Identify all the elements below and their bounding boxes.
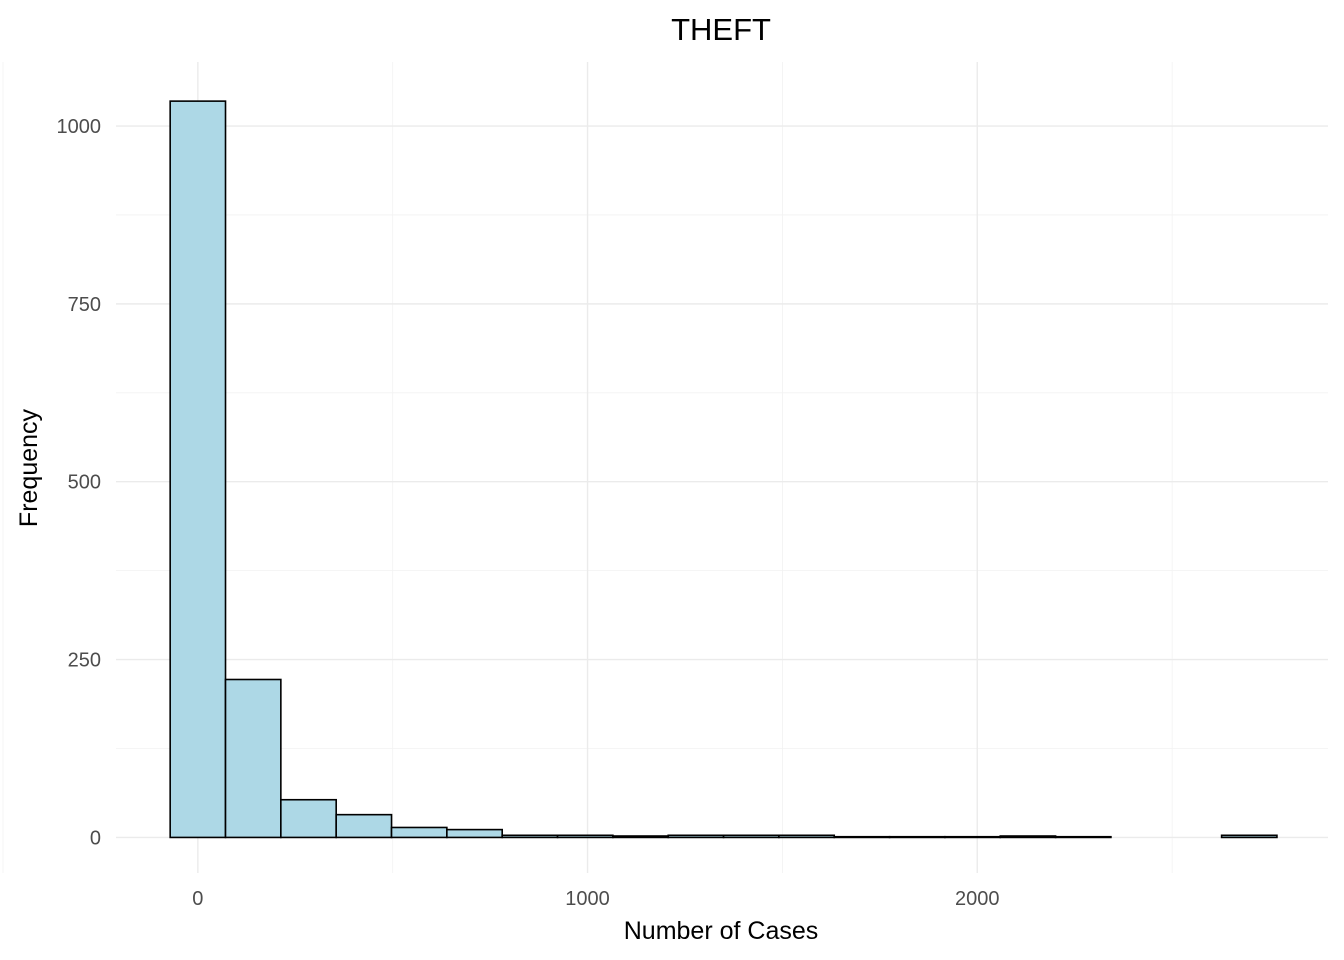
histogram-bar-6 [446,828,504,839]
x-axis-title: Number of Cases [624,917,819,945]
histogram-bar-8 [556,834,614,839]
x-tick-label: 1000 [565,888,610,910]
histogram-bar-12 [778,834,836,839]
histogram-bar-17 [1054,835,1112,839]
histogram-bar-15 [944,835,1002,839]
y-tick-label: 250 [68,650,101,672]
histogram-bar-5 [390,826,448,839]
x-axis-ticks: 0 1000 2000 [192,888,999,910]
y-axis-ticks: 0 250 500 750 1000 [57,116,102,849]
y-tick-label: 750 [68,294,101,316]
y-axis-title: Frequency [15,408,43,527]
x-tick-label: 2000 [955,888,1000,910]
histogram-bar-14 [888,835,946,839]
histogram-bar-2 [224,678,282,839]
histogram-bar-9 [612,835,670,839]
histogram-bar-1 [169,100,227,839]
chart-title: THEFT [671,12,771,47]
y-tick-label: 1000 [57,116,102,138]
y-tick-label: 0 [90,827,101,849]
histogram-bar-20 [1220,834,1278,839]
histogram-bar-7 [501,834,559,839]
histogram-bar-4 [335,813,393,839]
x-tick-label: 0 [192,888,203,910]
histogram-bar-11 [722,834,780,839]
histogram-bar-10 [667,834,725,839]
y-tick-label: 500 [68,472,101,494]
histogram-bars [169,100,1278,839]
histogram-bar-16 [999,835,1057,839]
histogram-bar-13 [833,835,891,839]
histogram-bar-3 [280,798,337,839]
